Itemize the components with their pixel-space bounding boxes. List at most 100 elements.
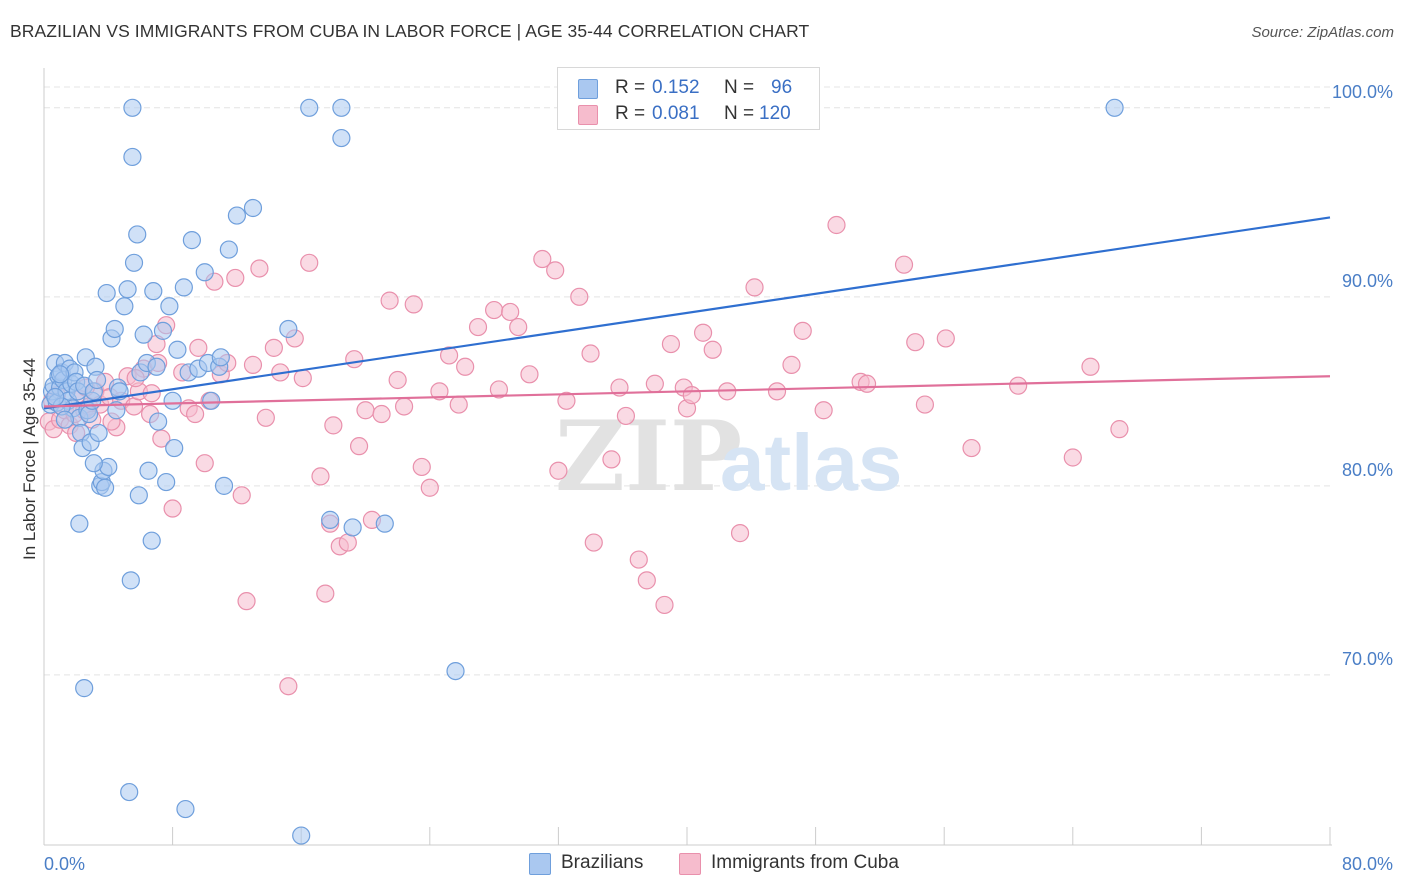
data-point [449,395,468,414]
legend-n-value: 120 [759,103,791,124]
data-point [142,531,161,550]
data-point [189,338,208,357]
data-point [186,404,205,424]
data-point [144,282,163,301]
data-point [250,259,269,278]
data-point [219,240,238,259]
data-point [602,450,621,469]
data-point [793,321,812,340]
data-point [703,340,722,359]
axes [43,68,1332,846]
data-point [118,280,137,299]
data-point [404,295,423,314]
data-point [345,350,364,369]
data-point [332,98,351,117]
data-point [509,317,528,337]
data-point [661,334,681,354]
data-point [324,416,343,435]
legend-n-label: N = [724,77,755,98]
data-point [75,679,94,698]
data-point [375,514,394,533]
data-point [485,300,504,320]
data-point [388,370,407,390]
data-point [549,461,568,480]
data-point [682,386,701,405]
data-point [163,499,182,518]
data-point [501,302,520,322]
data-point [97,283,116,303]
data-point [50,365,70,384]
data-point [767,382,787,401]
data-point [237,592,256,611]
data-point [139,461,158,480]
y-axis-label: In Labor Force | Age 35-44 [20,358,39,560]
data-point [915,395,935,414]
data-point [489,380,509,399]
data-point [1110,420,1129,439]
data-point [693,323,713,342]
trendline-brazilians [43,216,1331,410]
x-tick-label: 80.0% [1342,854,1393,874]
data-point [533,249,552,269]
data-point [857,374,877,393]
data-point [195,263,214,282]
data-point [95,478,115,497]
data-point [214,476,234,495]
watermark-atlas: atlas [720,418,902,507]
data-point [46,387,65,407]
data-point [264,338,283,357]
source-label: Source: ZipAtlas.com [1251,24,1394,41]
data-point [584,533,603,552]
legend-label: Immigrants from Cuba [711,852,899,873]
data-point [300,253,319,272]
data-point [1063,448,1082,467]
data-point [105,319,124,339]
chart-title: BRAZILIAN VS IMMIGRANTS FROM CUBA IN LAB… [10,21,810,41]
data-point [446,661,465,681]
data-point [372,404,391,424]
data-point [430,382,449,401]
trendlines [43,216,1331,410]
data-point [232,486,251,505]
data-point [439,346,459,365]
data-point [226,268,245,288]
y-tick-label: 80.0% [1342,460,1393,480]
data-point [468,317,488,337]
legend-n-label: N = [724,103,755,124]
data-point [629,550,648,569]
data-point [128,225,147,244]
tick-labels: 70.0% 80.0% 90.0% 100.0% 0.0% 80.0% [44,82,1393,874]
data-point [134,325,153,344]
data-point [293,369,312,388]
data-point [124,253,144,272]
data-point [380,291,399,310]
data-point [456,357,475,376]
legend-r-label: R = [615,103,646,124]
data-point [149,412,168,431]
legend-r-value: 0.081 [652,103,700,124]
data-point [906,333,925,352]
data-point [55,410,74,429]
legend-r-value: 0.152 [652,77,700,98]
data-point [311,467,330,486]
data-point [243,355,263,374]
trendline-cuba [43,375,1331,408]
data-point [827,215,846,235]
data-point [321,510,340,529]
data-point [581,344,600,363]
data-point [332,128,351,148]
data-point [227,206,246,225]
data-point [153,321,173,340]
data-point [394,397,414,416]
data-point [412,457,431,477]
data-point [115,297,134,316]
data-point [645,374,664,393]
data-point [936,329,955,348]
data-point [1009,376,1028,395]
y-tick-label: 100.0% [1332,82,1393,102]
data-point [123,147,142,167]
data-point [176,799,195,819]
y-tick-label: 90.0% [1342,271,1393,291]
data-point [243,198,263,218]
